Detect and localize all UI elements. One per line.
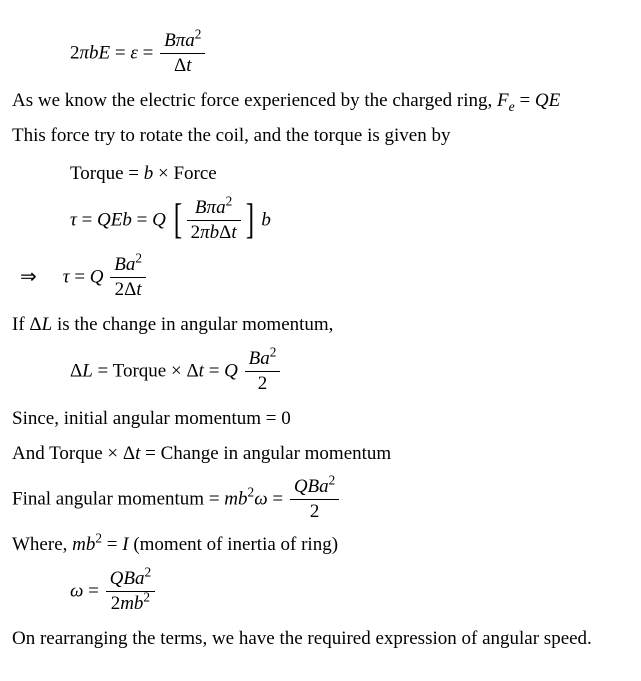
equation-3-row: ⇒ τ = Q Ba2 2Δt	[12, 254, 629, 301]
equation-1: 2πbE = ε = Bπa2 Δt	[70, 30, 629, 77]
torque-definition: Torque = b × Force	[70, 160, 629, 188]
paragraph-5: And Torque × Δt = Change in angular mome…	[12, 440, 629, 468]
paragraph-2: This force try to rotate the coil, and t…	[12, 122, 629, 150]
paragraph-1: As we know the electric force experience…	[12, 87, 629, 115]
paragraph-6: Final angular momentum = mb2ω = QBa2 2	[12, 476, 629, 523]
eq3-frac: Ba2 2Δt	[110, 254, 146, 301]
implies-arrow: ⇒	[20, 263, 37, 292]
paragraph-8: On rearranging the terms, we have the re…	[12, 625, 629, 653]
eq1-frac: Bπa2 Δt	[160, 30, 205, 77]
equation-4: ΔL = Torque × Δt = Q Ba2 2	[70, 348, 629, 395]
eq6-frac: QBa2 2mb2	[106, 568, 155, 615]
paragraph-7: Where, mb2 = I (moment of inertia of rin…	[12, 531, 629, 559]
bracket-group: [ Bπa2 2πbΔt ]	[171, 197, 257, 244]
eq4-frac: Ba2 2	[245, 348, 281, 395]
eq1-lhs: 2πbE = ε =	[70, 43, 158, 64]
paragraph-3: If ΔL is the change in angular momentum,	[12, 311, 629, 339]
paragraph-4: Since, initial angular momentum = 0	[12, 405, 629, 433]
eq5-frac: QBa2 2	[290, 476, 339, 523]
equation-6: ω = QBa2 2mb2	[70, 568, 629, 615]
equation-2: τ = QEb = Q [ Bπa2 2πbΔt ] b	[70, 197, 629, 244]
